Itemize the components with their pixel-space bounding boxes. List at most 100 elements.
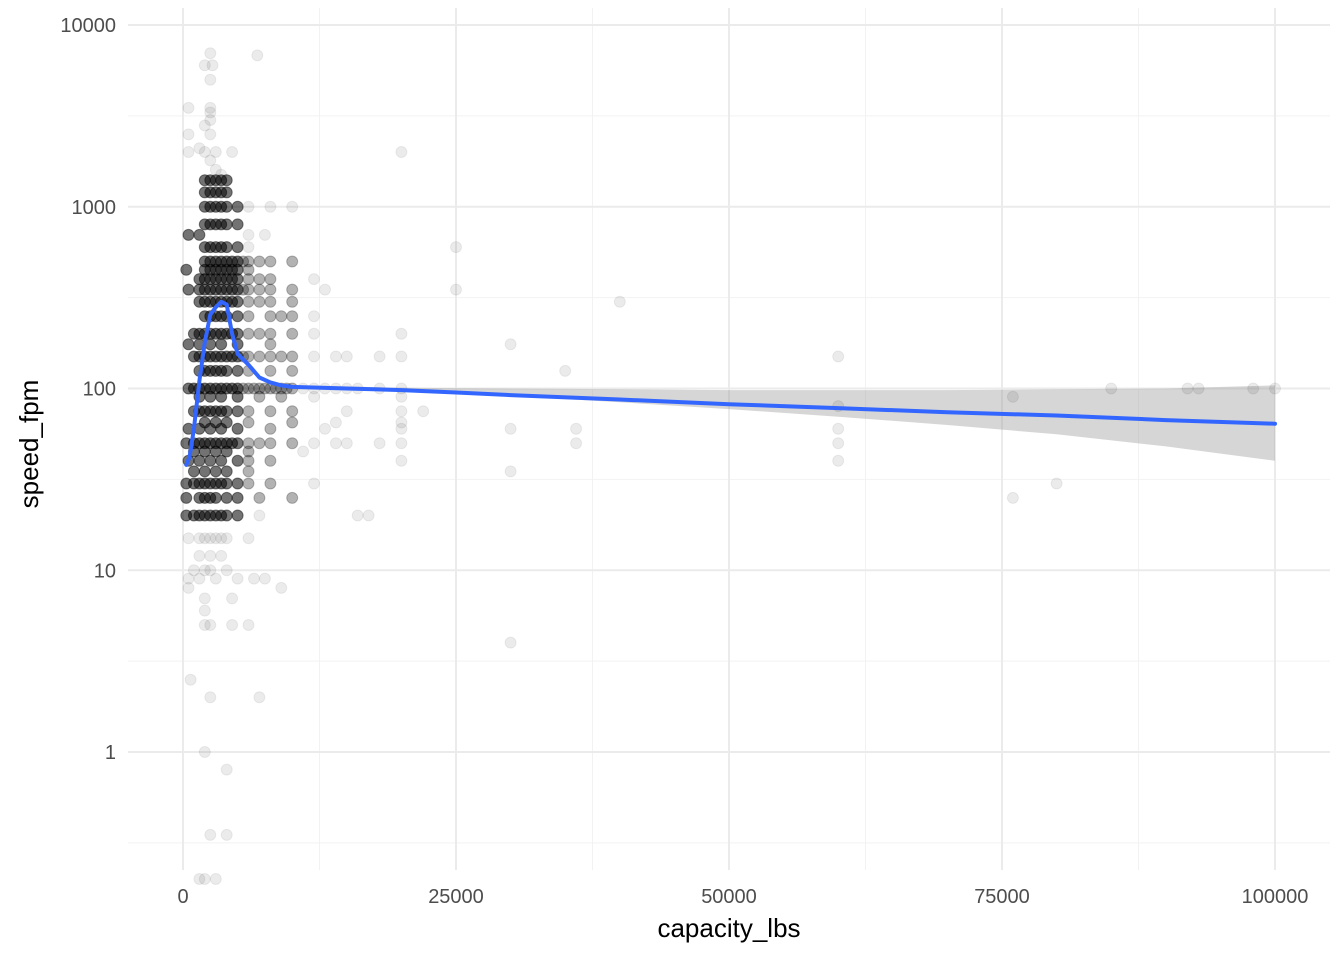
data-point	[832, 422, 845, 435]
data-point	[204, 454, 217, 467]
data-point	[264, 437, 277, 450]
data-point	[395, 454, 408, 467]
data-point	[253, 283, 266, 296]
data-point	[182, 581, 195, 594]
x-tick-label: 25000	[428, 886, 484, 908]
data-point	[204, 422, 217, 435]
data-point	[504, 422, 517, 435]
data-point	[220, 364, 233, 377]
data-point	[204, 128, 217, 141]
data-point	[220, 445, 233, 458]
data-point	[340, 437, 353, 450]
data-point	[253, 390, 266, 403]
y-tick-label: 1	[105, 742, 116, 764]
data-point	[209, 146, 222, 158]
data-point	[253, 691, 266, 704]
data-point	[253, 350, 266, 363]
data-point	[253, 295, 266, 308]
data-point	[264, 405, 277, 418]
data-point	[329, 350, 342, 363]
data-point	[1192, 382, 1205, 395]
data-point	[286, 350, 299, 363]
data-point	[242, 241, 255, 254]
data-point	[264, 350, 277, 363]
data-point	[286, 364, 299, 377]
data-point	[193, 572, 206, 585]
data-point	[286, 255, 299, 268]
x-tick-label: 75000	[974, 886, 1030, 908]
data-point	[242, 454, 255, 467]
data-point	[204, 47, 217, 60]
data-point	[180, 491, 193, 504]
data-point	[242, 445, 255, 458]
data-point	[264, 200, 277, 213]
data-point	[220, 509, 233, 522]
data-point	[182, 128, 195, 141]
data-point	[308, 310, 320, 323]
data-point	[242, 255, 255, 268]
data-point	[242, 465, 255, 478]
data-point	[286, 416, 299, 429]
data-point	[275, 310, 288, 323]
data-point	[373, 437, 386, 450]
data-point	[264, 273, 277, 286]
data-point	[242, 295, 255, 308]
data-point	[209, 873, 222, 885]
data-point	[395, 327, 408, 340]
data-point	[242, 532, 255, 545]
data-point	[204, 114, 217, 126]
data-point	[215, 422, 228, 435]
data-point	[198, 119, 211, 132]
data-point	[231, 364, 244, 377]
data-point	[308, 350, 320, 363]
data-point	[248, 572, 260, 585]
data-point	[209, 532, 222, 545]
data-point	[182, 101, 195, 114]
confidence-ribbon	[292, 385, 1275, 461]
data-point	[182, 338, 195, 351]
data-point	[237, 382, 250, 395]
data-point	[559, 364, 572, 377]
data-point	[308, 273, 320, 286]
data-point	[242, 477, 255, 490]
data-point	[231, 509, 244, 522]
y-axis-title: speed_fpm	[14, 380, 44, 509]
data-point	[253, 327, 266, 340]
data-point	[198, 59, 211, 72]
data-point	[286, 200, 299, 213]
data-point	[242, 263, 255, 276]
data-point	[231, 491, 244, 504]
data-point	[362, 509, 375, 522]
data-point	[220, 174, 233, 187]
data-point	[198, 564, 211, 577]
data-point	[204, 532, 217, 545]
data-point	[220, 532, 233, 545]
data-point	[220, 405, 233, 418]
data-point	[242, 200, 255, 213]
data-point	[231, 405, 244, 418]
data-point	[613, 295, 626, 308]
data-point	[286, 295, 299, 308]
data-point	[832, 437, 845, 450]
data-point	[275, 350, 288, 363]
data-point	[209, 572, 222, 585]
data-point	[504, 636, 517, 649]
data-point	[242, 416, 255, 429]
data-point	[220, 186, 233, 199]
data-point	[231, 422, 244, 435]
data-point	[198, 873, 211, 885]
data-point	[242, 405, 255, 418]
data-point	[226, 146, 239, 158]
data-point	[340, 405, 353, 418]
data-point	[215, 532, 228, 545]
data-point	[286, 437, 299, 450]
data-point	[242, 273, 255, 286]
data-point	[395, 437, 408, 450]
grid-major	[128, 8, 1330, 870]
data-point	[1006, 491, 1019, 504]
data-point	[231, 390, 244, 403]
data-point	[204, 564, 217, 577]
data-point	[193, 532, 206, 545]
data-point	[198, 604, 211, 617]
data-point	[220, 491, 233, 504]
